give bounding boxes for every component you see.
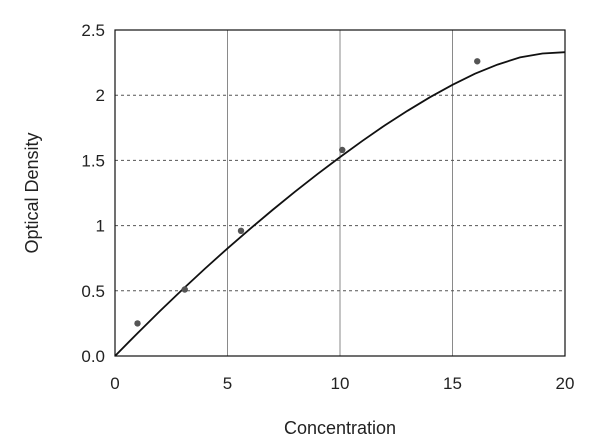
y-tick-label: 2 [96, 86, 105, 105]
y-tick-label: 1 [96, 217, 105, 236]
y-axis-ticks: 0.0 0.5 1 1.5 2 2.5 [81, 21, 105, 366]
fitted-curve-line [114, 51, 566, 357]
x-tick-label: 0 [110, 374, 119, 393]
x-tick-label: 20 [556, 374, 575, 393]
x-tick-label: 15 [443, 374, 462, 393]
fitted-curve [114, 51, 566, 357]
data-point [181, 286, 188, 293]
x-axis-ticks: 0 5 10 15 20 [110, 374, 574, 393]
data-point [237, 227, 245, 235]
y-tick-label: 1.5 [81, 151, 105, 170]
y-tick-label: 0.5 [81, 282, 105, 301]
y-tick-label: 0.0 [81, 347, 105, 366]
grid [115, 30, 565, 356]
data-point [339, 146, 346, 154]
x-tick-label: 5 [223, 374, 232, 393]
data-points [134, 58, 481, 327]
data-point [474, 58, 481, 65]
data-point [134, 320, 141, 327]
y-axis-title: Optical Density [22, 132, 42, 253]
y-tick-label: 2.5 [81, 21, 105, 40]
x-axis-title: Concentration [284, 418, 396, 438]
x-tick-label: 10 [331, 374, 350, 393]
plot-frame [114, 29, 566, 357]
